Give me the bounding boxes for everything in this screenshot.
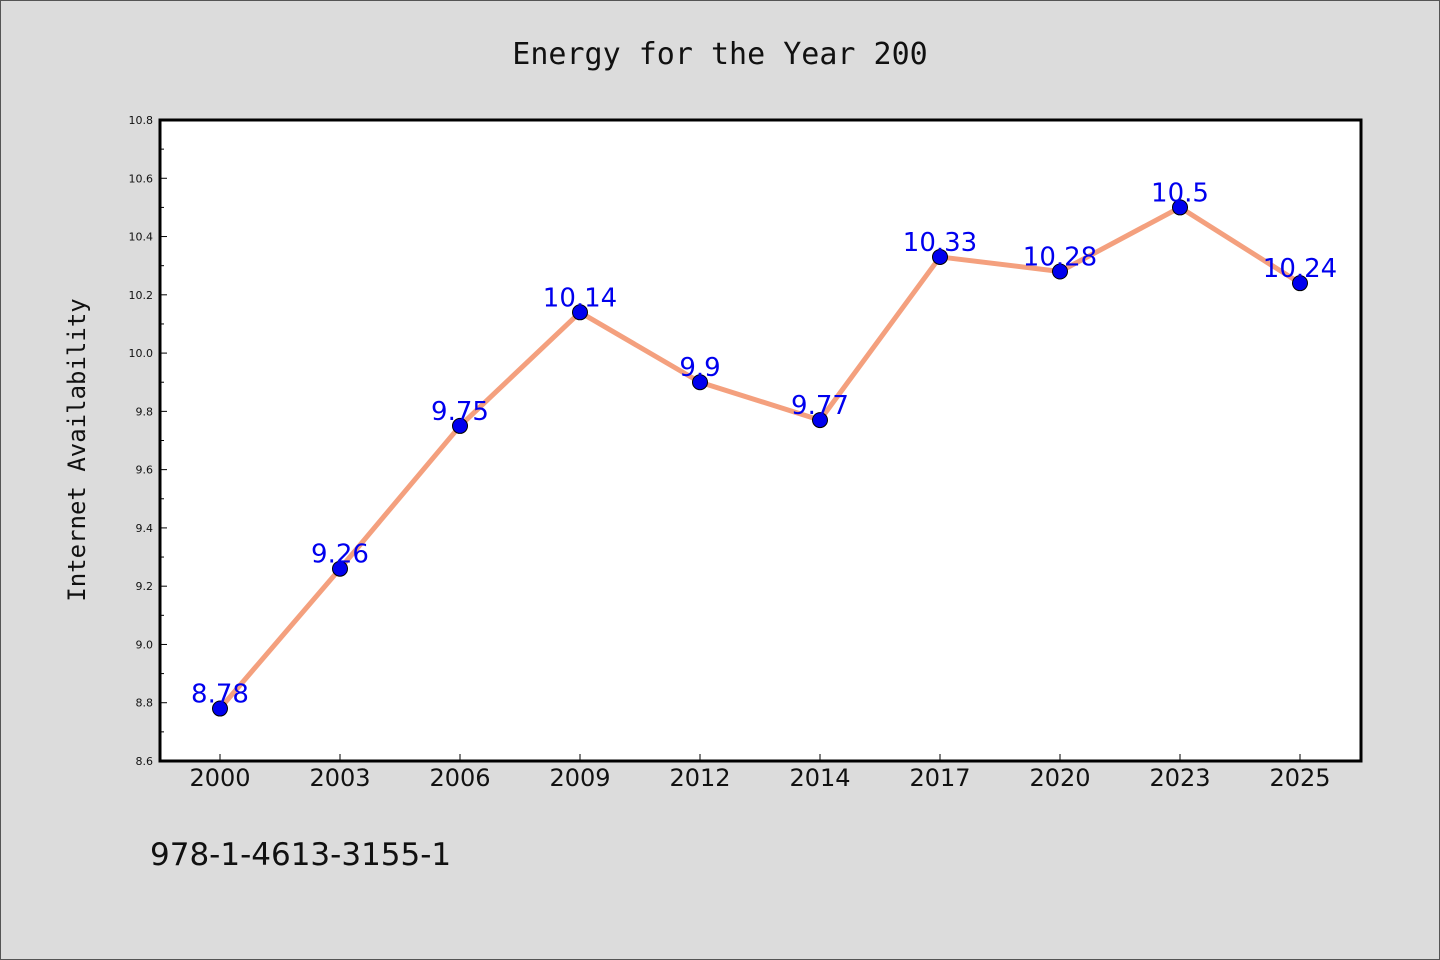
y-axis-ticks: 8.6 8.8 9.0 9.2 9.4 9.6 9.8 10.0 10.2 10.4 10.6 10.… — [129, 114, 167, 768]
x-tick-label: 2025 — [1269, 764, 1330, 792]
data-label: 8.78 — [191, 680, 249, 710]
data-label: 9.77 — [791, 391, 849, 421]
plot-area — [158, 118, 1363, 763]
y-tick-label: 9.0 — [136, 638, 154, 651]
series-line — [217, 204, 1303, 712]
x-tick-label: 2006 — [429, 764, 490, 792]
data-point — [692, 374, 708, 391]
footer-isbn: 978-1-4613-3155-1 — [150, 837, 451, 873]
x-tick-label: 2000 — [189, 764, 250, 792]
y-tick-label: 10.4 — [129, 231, 154, 244]
x-tick-label: 2014 — [789, 764, 850, 792]
data-label: 10.28 — [1023, 243, 1097, 273]
y-tick-label: 8.8 — [136, 697, 154, 710]
y-tick-label: 10.0 — [129, 347, 154, 360]
data-point — [1172, 199, 1188, 216]
series-layer: 8.78 9.26 9.75 10.14 9.9 9.77 10.33 10.28 10.5 10… — [191, 178, 1337, 717]
x-tick-label: 2009 — [549, 764, 610, 792]
y-tick-label: 9.2 — [136, 580, 154, 593]
data-point — [452, 417, 468, 434]
y-axis-label: Internet Availability — [63, 298, 91, 601]
y-tick-label: 9.6 — [136, 464, 154, 477]
x-tick-label: 2023 — [1149, 764, 1210, 792]
x-tick-label: 2003 — [309, 764, 370, 792]
x-tick-label: 2017 — [909, 764, 970, 792]
y-tick-label: 8.6 — [136, 755, 154, 768]
data-point — [1292, 275, 1308, 292]
y-tick-label: 10.8 — [129, 114, 154, 127]
data-point — [932, 248, 948, 265]
x-tick-label: 2012 — [669, 764, 730, 792]
data-label: 9.75 — [431, 397, 489, 427]
data-label: 10.14 — [543, 283, 617, 313]
data-point — [332, 560, 348, 577]
data-label: 10.24 — [1263, 254, 1337, 284]
data-point — [1052, 263, 1068, 280]
data-point — [212, 700, 228, 717]
y-tick-label: 10.2 — [129, 289, 154, 302]
data-label: 9.9 — [679, 353, 720, 383]
data-label: 9.26 — [311, 540, 369, 570]
data-label: 10.5 — [1151, 178, 1209, 208]
y-tick-label: 9.8 — [136, 405, 154, 418]
x-axis-ticks: 2000 2003 2006 2009 2012 2014 2017 2020 2023 2025 — [189, 754, 1331, 792]
data-point — [572, 304, 588, 321]
data-label: 10.33 — [903, 228, 977, 258]
x-tick-label: 2020 — [1029, 764, 1090, 792]
chart-title: Energy for the Year 200 — [512, 37, 927, 72]
y-tick-label: 10.6 — [129, 172, 154, 185]
y-tick-label: 9.4 — [136, 522, 154, 535]
data-point — [812, 412, 828, 429]
